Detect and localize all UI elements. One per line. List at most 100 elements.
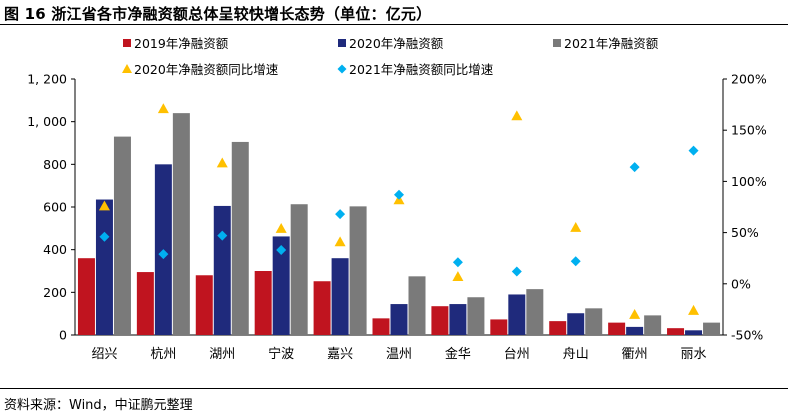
right-axis-tick-label: 100% [731, 174, 767, 189]
right-axis-tick-label: 0% [731, 276, 751, 291]
bar-2019-6 [372, 318, 390, 335]
right-axis-tick-label: -50% [731, 328, 763, 343]
legend-item: 2020年净融资额 [338, 36, 444, 51]
bar-2019-8 [490, 319, 508, 335]
bar-2021-5 [349, 206, 367, 335]
legend-swatch [553, 39, 561, 47]
bar-2019-7 [431, 306, 449, 335]
bar-2019-2 [136, 272, 154, 335]
legend-label: 2020年净融资额同比增速 [134, 62, 279, 77]
growth-2021-marker [688, 145, 699, 156]
category-label: 金华 [445, 346, 471, 362]
category-label: 舟山 [563, 347, 589, 362]
bar-2021-11 [703, 322, 721, 335]
growth-2020-marker [275, 223, 287, 233]
left-axis-tick-label: 0 [59, 328, 67, 343]
left-axis-tick-label: 1, 000 [27, 114, 67, 129]
figure-title: 图 16 浙江省各市净融资额总体呈较快增长态势（单位：亿元） [4, 5, 432, 23]
growth-2021-marker [217, 230, 228, 241]
growth-2021-marker [511, 266, 522, 277]
bar-2020-3 [213, 205, 231, 335]
bar-2020-4 [272, 236, 290, 335]
category-label: 嘉兴 [327, 347, 353, 362]
growth-2021-marker [158, 249, 169, 260]
growth-2021-marker [276, 245, 287, 256]
left-axis-tick-label: 400 [43, 242, 67, 257]
bar-2021-2 [172, 113, 190, 335]
legend-label: 2021年净融资额同比增速 [349, 62, 494, 77]
left-axis-tick-label: 1, 200 [27, 72, 67, 87]
growth-2021-marker [394, 189, 404, 200]
legend-item: 2019年净融资额 [123, 36, 229, 51]
category-label: 杭州 [150, 347, 176, 362]
growth-2020-marker [511, 110, 523, 121]
bar-2021-3 [231, 141, 249, 335]
growth-2020-marker [98, 200, 110, 211]
bar-2021-1 [113, 136, 131, 335]
left-axis-tick-label: 600 [43, 200, 67, 215]
bar-2019-9 [549, 321, 567, 335]
title-rule [0, 24, 788, 25]
bar-2021-8 [526, 289, 544, 335]
bar-2019-4 [254, 271, 272, 335]
growth-2021-marker [629, 162, 640, 173]
legend-item: 2021年净融资额 [553, 36, 659, 51]
category-label: 温州 [386, 347, 412, 362]
bar-2019-1 [77, 258, 95, 335]
legend-swatch [122, 64, 132, 73]
bar-2019-5 [313, 281, 331, 335]
bar-2020-6 [390, 304, 408, 335]
growth-2020-marker [452, 271, 464, 282]
bar-2019-3 [195, 275, 213, 335]
figure-source: 资料来源：Wind，中证鹏元整理 [4, 398, 193, 413]
right-axis-tick-label: 200% [731, 72, 767, 87]
growth-2020-marker [216, 157, 228, 168]
growth-2021-marker [570, 256, 581, 267]
left-axis-tick-label: 800 [43, 157, 67, 172]
legend-label: 2020年净融资额 [349, 36, 444, 51]
bar-2020-10 [626, 326, 644, 335]
right-axis-tick-label: 50% [731, 225, 759, 240]
growth-2020-marker [334, 236, 346, 247]
legend-item: 2020年净融资额同比增速 [122, 62, 279, 77]
left-axis-tick-label: 200 [43, 285, 67, 300]
category-label: 湖州 [209, 347, 235, 362]
growth-2021-marker [99, 231, 110, 242]
bar-2020-9 [567, 313, 585, 335]
bar-2019-11 [667, 328, 685, 335]
category-label: 衢州 [622, 347, 648, 362]
legend-label: 2019年净融资额 [134, 36, 229, 51]
category-label: 丽水 [681, 347, 707, 362]
bar-2021-6 [408, 276, 426, 335]
bar-series-group [77, 113, 721, 335]
legend-item: 2021年净融资额同比增速 [337, 62, 494, 77]
bar-2020-1 [95, 199, 113, 335]
bar-2021-7 [467, 297, 485, 335]
category-labels: 绍兴 杭州 湖州 宁波 嘉兴 温州 金华 台州 舟山 衢州 丽水 [91, 346, 706, 362]
growth-2020-marker [570, 221, 582, 232]
combo-chart: 2019年净融资额 2020年净融资额 2021年净融资额 2020年净融资额同比增速… [27, 36, 767, 362]
growth-2020-marker [157, 103, 169, 114]
bar-2021-10 [644, 315, 662, 335]
growth-2020-marker [688, 304, 700, 315]
legend-label: 2021年净融资额 [564, 36, 659, 51]
bar-2020-5 [331, 258, 349, 335]
category-label: 绍兴 [91, 347, 117, 362]
bar-2020-11 [685, 330, 703, 335]
bar-2020-7 [449, 304, 467, 335]
category-label: 宁波 [268, 346, 294, 362]
bar-2019-10 [608, 322, 626, 335]
legend-swatch [123, 39, 131, 47]
chart-legend: 2019年净融资额 2020年净融资额 2021年净融资额 2020年净融资额同比增速… [122, 36, 659, 77]
growth-2021-marker [452, 257, 463, 268]
right-axis-tick-label: 150% [731, 123, 767, 138]
legend-swatch [337, 64, 347, 74]
source-rule [0, 388, 788, 389]
bar-2021-9 [585, 308, 603, 335]
growth-2020-marker [629, 309, 641, 319]
marker-series-group [98, 103, 700, 319]
bar-2020-8 [508, 294, 526, 335]
growth-2021-marker [335, 209, 346, 220]
legend-swatch [338, 39, 346, 47]
bar-2021-4 [290, 204, 308, 335]
